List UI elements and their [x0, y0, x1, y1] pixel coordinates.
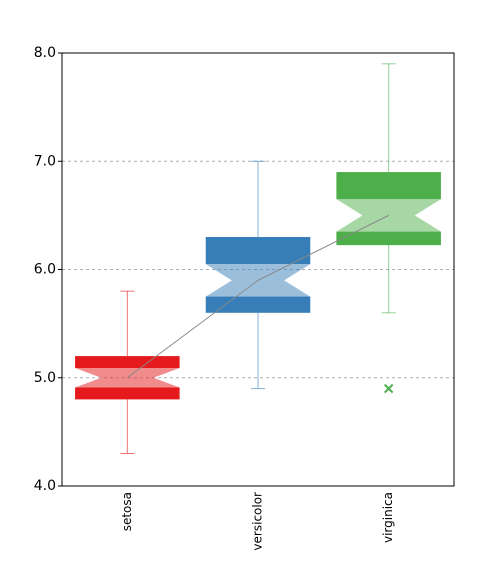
y-tick-label: 8.0: [34, 45, 56, 61]
box-lower: [75, 387, 180, 400]
outlier: [383, 383, 394, 394]
x-tick-label: virginica: [381, 492, 395, 543]
box-upper: [75, 356, 180, 369]
x-tick-label: setosa: [120, 492, 134, 531]
y-tick-label: 4.0: [34, 478, 56, 494]
median-line: [127, 214, 389, 379]
x-tick-label: versicolor: [251, 492, 265, 551]
plot-frame: [61, 52, 455, 487]
box-lower: [205, 296, 311, 313]
y-tick-label: 6.0: [34, 262, 56, 278]
y-tick-label: 5.0: [34, 370, 56, 386]
box-lower: [336, 231, 441, 246]
box-upper: [336, 172, 441, 200]
y-tick-label: 7.0: [34, 153, 56, 169]
box-upper: [205, 237, 311, 265]
